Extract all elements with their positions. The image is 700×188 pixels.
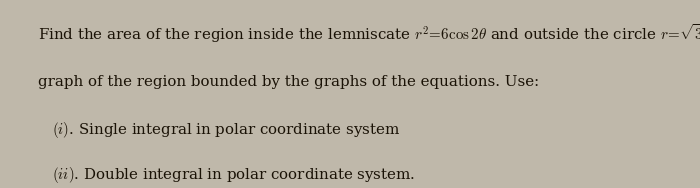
Text: $(ii)$. Double integral in polar coordinate system.: $(ii)$. Double integral in polar coordin…	[52, 165, 416, 185]
Text: graph of the region bounded by the graphs of the equations. Use:: graph of the region bounded by the graph…	[38, 75, 540, 89]
Text: Find the area of the region inside the lemniscate $r^2\!=\!6\cos 2\theta$ and ou: Find the area of the region inside the l…	[38, 23, 700, 45]
Text: $(i)$. Single integral in polar coordinate system: $(i)$. Single integral in polar coordina…	[52, 120, 401, 140]
